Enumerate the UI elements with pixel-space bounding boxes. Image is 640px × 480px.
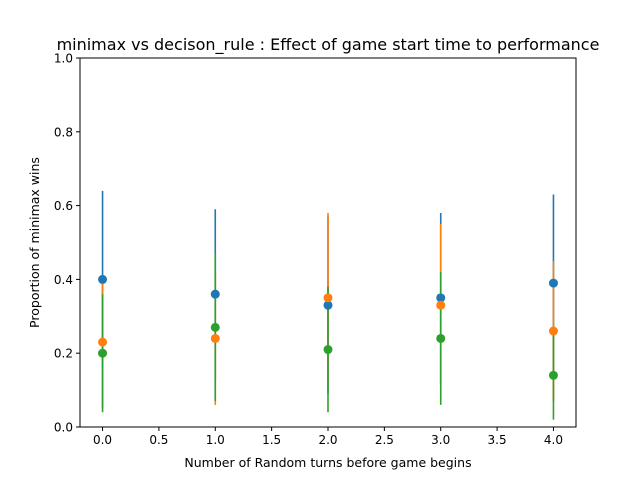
x-tick-label: 2.0: [318, 433, 337, 447]
data-point-series-3: [210, 322, 220, 332]
data-point-series-1: [323, 300, 333, 310]
x-tick-label: 0.5: [149, 433, 168, 447]
data-point-series-1: [210, 289, 220, 299]
x-tick-label: 3.0: [431, 433, 450, 447]
y-axis: 0.0 0.2 0.4 0.6 0.8 1.0: [54, 52, 80, 435]
y-tick-label: 0.2: [54, 347, 73, 361]
x-axis: 0.0 0.5 1.0 1.5 2.0 2.5 3.0 3.5 4.0: [93, 427, 563, 447]
data-point-series-1: [98, 274, 108, 284]
data-point-series-1: [436, 293, 446, 303]
y-tick-label: 1.0: [54, 52, 73, 66]
data-point-series-1: [548, 278, 558, 288]
y-tick-label: 0.6: [54, 199, 73, 213]
data-point-series-3: [436, 333, 446, 343]
x-tick-label: 3.5: [488, 433, 507, 447]
y-axis-label: Proportion of minimax wins: [27, 157, 42, 328]
plot-marks: [98, 190, 558, 420]
y-tick-label: 0.0: [54, 421, 73, 435]
data-point-series-2: [548, 326, 558, 336]
y-tick-label: 0.4: [54, 273, 73, 287]
x-tick-label: 1.5: [262, 433, 281, 447]
x-tick-label: 4.0: [544, 433, 563, 447]
data-point-series-2: [98, 337, 108, 347]
data-point-series-2: [210, 333, 220, 343]
data-point-series-3: [98, 348, 108, 358]
x-tick-label: 0.0: [93, 433, 112, 447]
chart-title: minimax vs decison_rule : Effect of game…: [57, 35, 600, 55]
x-axis-label: Number of Random turns before game begin…: [184, 455, 471, 470]
x-tick-label: 1.0: [206, 433, 225, 447]
data-point-series-3: [323, 345, 333, 355]
x-tick-label: 2.5: [375, 433, 394, 447]
data-point-series-3: [548, 370, 558, 380]
data-point-series-2: [323, 293, 333, 303]
y-tick-label: 0.8: [54, 125, 73, 139]
data-point-series-2: [436, 300, 446, 310]
